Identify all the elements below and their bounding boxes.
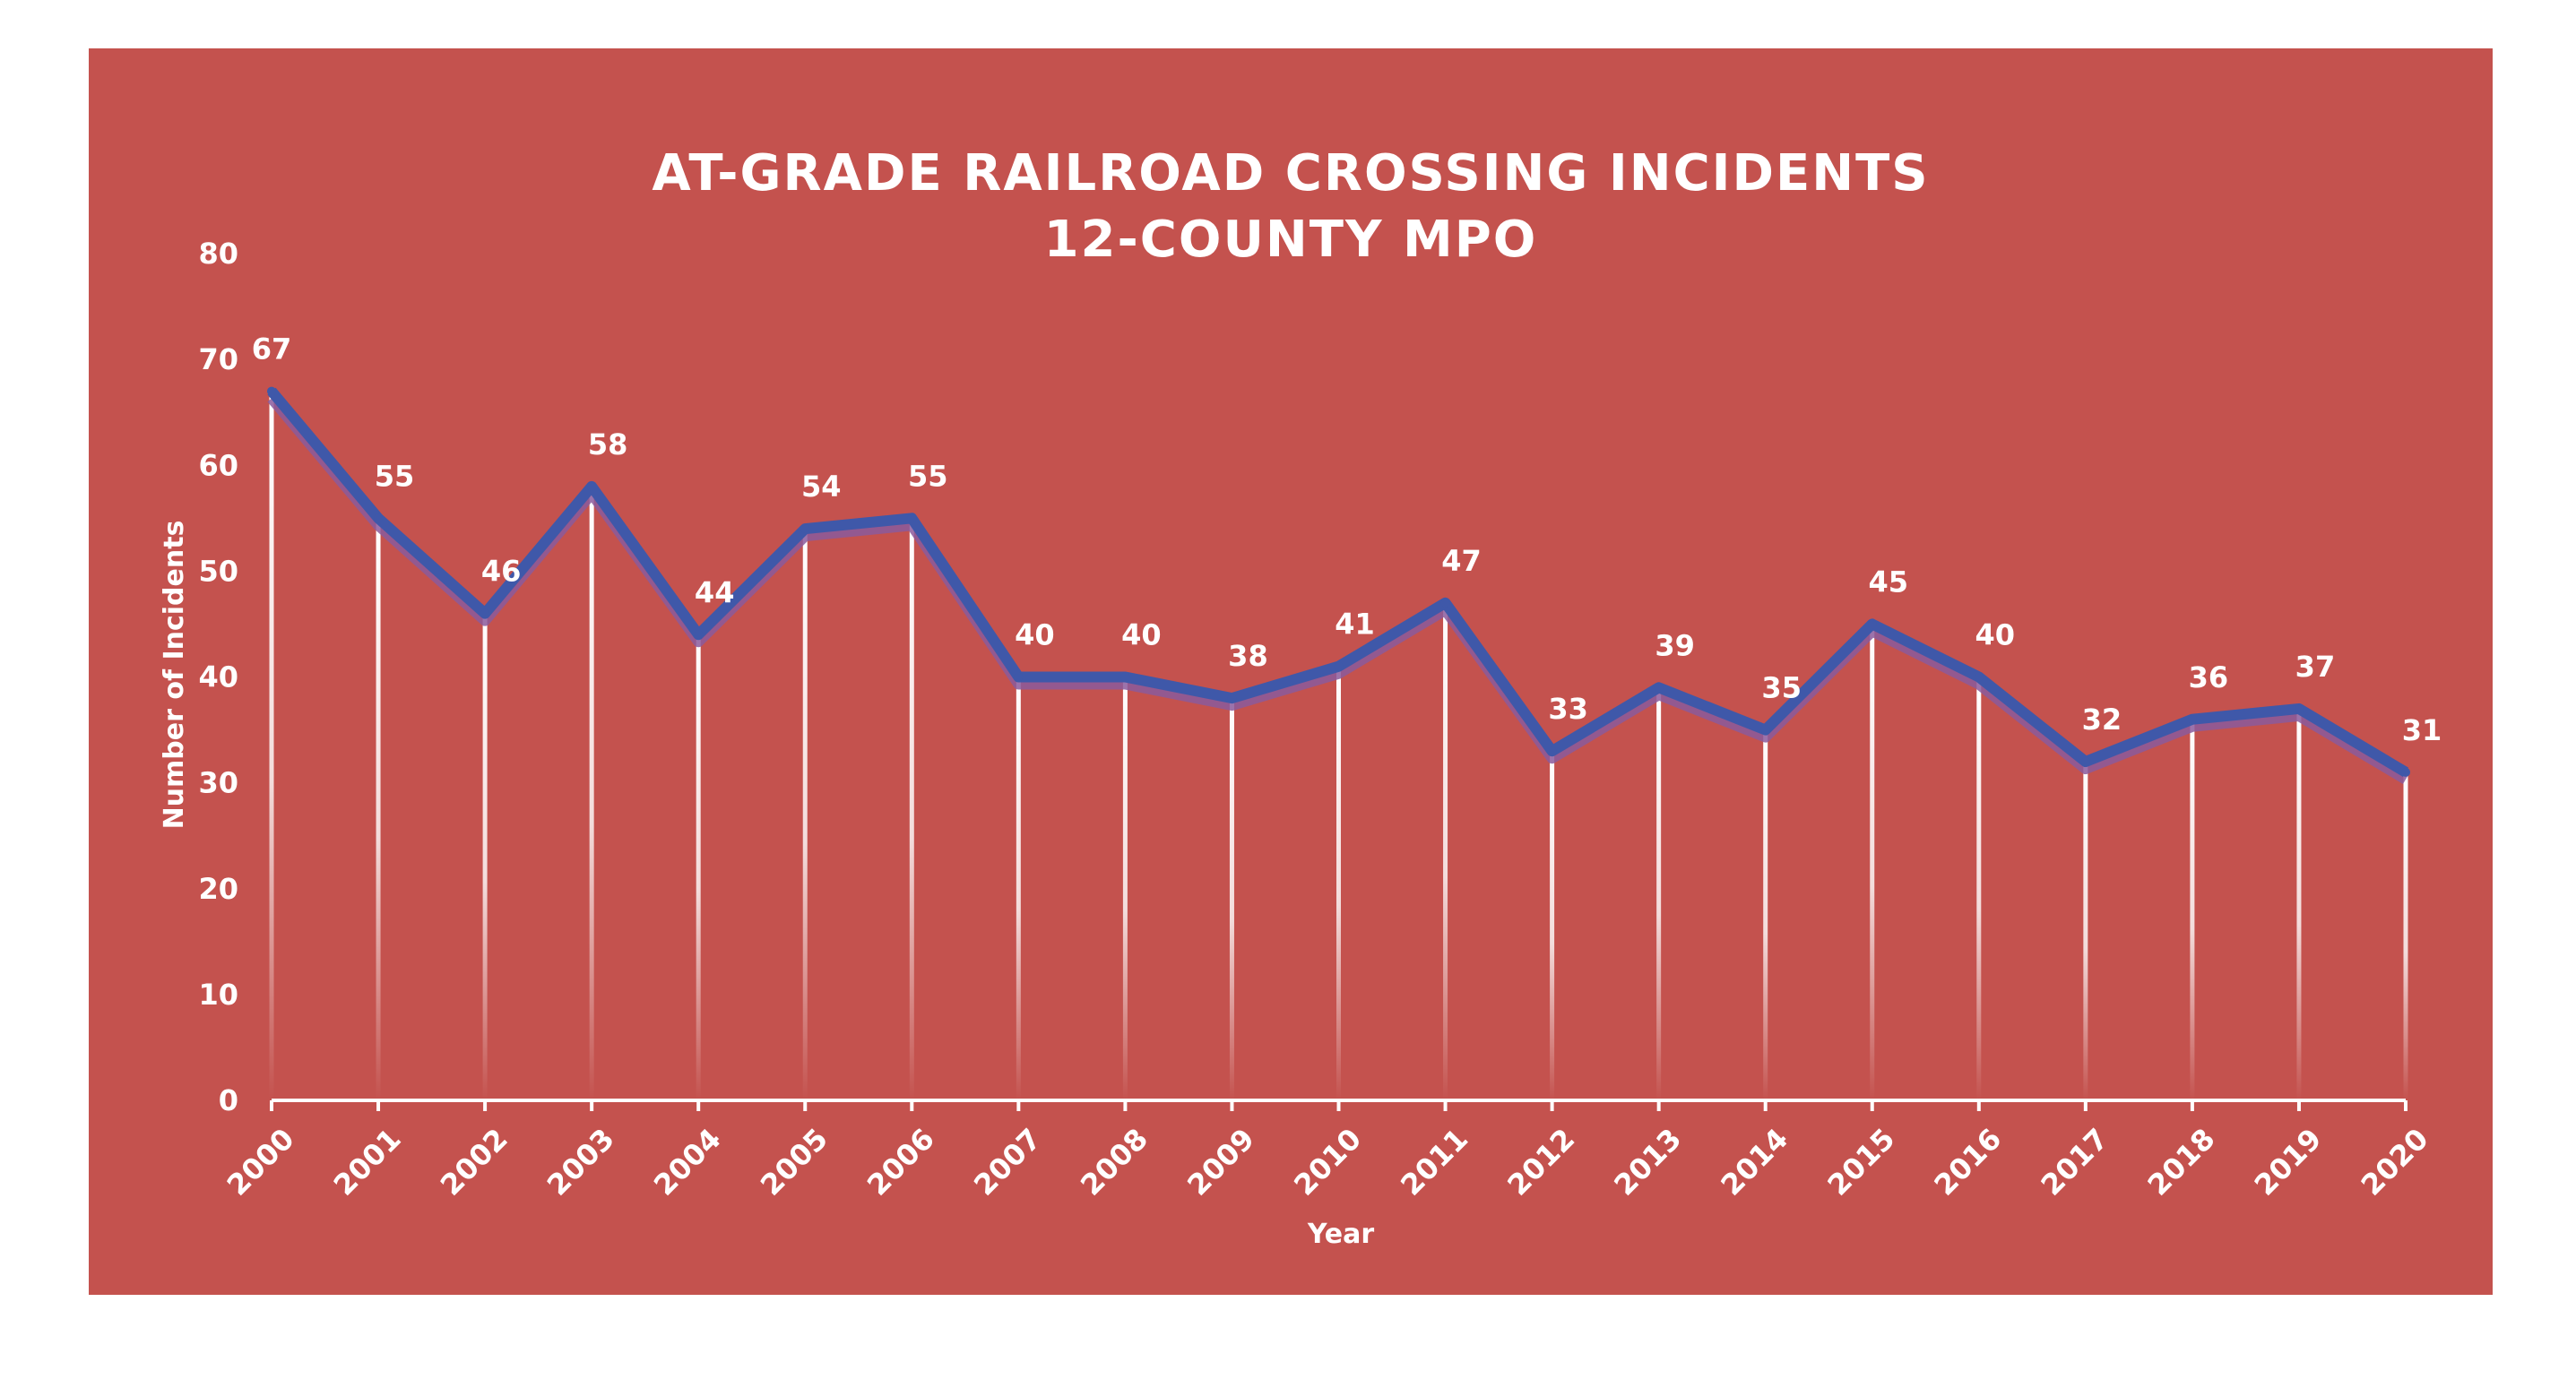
drop-line bbox=[1550, 751, 1555, 1100]
data-point bbox=[374, 513, 384, 523]
y-axis-label: Number of Incidents bbox=[159, 521, 190, 830]
chart-background bbox=[89, 48, 2493, 1295]
y-tick-label: 70 bbox=[198, 342, 238, 376]
x-axis-label: Year bbox=[1307, 1219, 1375, 1250]
drop-line bbox=[1336, 666, 1341, 1100]
drop-line bbox=[2083, 762, 2088, 1100]
y-tick-label: 0 bbox=[219, 1083, 238, 1117]
data-point bbox=[1547, 746, 1557, 756]
data-label: 41 bbox=[1335, 608, 1375, 642]
data-point bbox=[1974, 672, 1984, 682]
data-point bbox=[2401, 767, 2410, 777]
data-point bbox=[587, 481, 597, 491]
data-point bbox=[267, 386, 276, 396]
drop-line bbox=[2403, 772, 2408, 1100]
y-tick-label: 80 bbox=[198, 237, 238, 271]
data-point bbox=[1867, 619, 1877, 629]
data-label: 39 bbox=[1655, 628, 1695, 662]
data-label: 54 bbox=[801, 470, 842, 504]
drop-line bbox=[2190, 719, 2195, 1100]
drop-line bbox=[909, 518, 914, 1100]
y-tick-label: 60 bbox=[198, 448, 238, 482]
data-label: 46 bbox=[481, 555, 522, 589]
data-label: 45 bbox=[1868, 565, 1908, 599]
drop-line bbox=[2296, 708, 2302, 1100]
data-label: 55 bbox=[908, 459, 948, 493]
data-label: 58 bbox=[588, 427, 628, 461]
y-tick-label: 40 bbox=[198, 660, 238, 694]
drop-line bbox=[376, 518, 381, 1100]
data-label: 67 bbox=[252, 332, 292, 366]
data-label: 40 bbox=[1121, 618, 1162, 652]
data-point bbox=[800, 524, 810, 534]
data-point bbox=[1440, 598, 1450, 608]
data-label: 35 bbox=[1761, 671, 1802, 705]
drop-line bbox=[1443, 602, 1448, 1100]
data-label: 38 bbox=[1228, 639, 1268, 673]
chart-subtitle: 12-COUNTY MPO bbox=[1044, 211, 1538, 269]
data-point bbox=[1120, 672, 1130, 682]
y-tick-label: 30 bbox=[198, 766, 238, 800]
drop-line bbox=[1122, 677, 1128, 1100]
drop-line bbox=[1016, 677, 1021, 1100]
drop-line bbox=[1870, 624, 1875, 1100]
data-point bbox=[1760, 725, 1770, 735]
data-label: 33 bbox=[1548, 692, 1588, 726]
y-tick-label: 20 bbox=[198, 872, 238, 906]
drop-line bbox=[1976, 677, 1982, 1100]
drop-line bbox=[1763, 729, 1768, 1100]
y-tick-label: 10 bbox=[198, 978, 238, 1012]
data-label: 40 bbox=[1015, 618, 1055, 652]
data-label: 37 bbox=[2295, 650, 2336, 684]
drop-line bbox=[1656, 687, 1662, 1100]
data-label: 55 bbox=[375, 459, 415, 493]
drop-line bbox=[1229, 698, 1234, 1100]
data-point bbox=[480, 608, 490, 618]
data-point bbox=[1334, 661, 1344, 671]
data-point bbox=[1014, 672, 1024, 682]
data-label: 40 bbox=[1975, 618, 2016, 652]
data-point bbox=[2294, 703, 2304, 713]
data-point bbox=[2187, 714, 2197, 724]
data-label: 31 bbox=[2402, 713, 2442, 747]
y-tick-label: 50 bbox=[198, 554, 238, 588]
drop-line bbox=[802, 529, 808, 1100]
chart-title: AT-GRADE RAILROAD CROSSING INCIDENTS bbox=[652, 144, 1929, 203]
data-label: 32 bbox=[2082, 703, 2122, 737]
drop-line bbox=[589, 486, 594, 1100]
data-point bbox=[1227, 694, 1237, 703]
data-label: 44 bbox=[695, 575, 735, 609]
drop-line bbox=[482, 613, 488, 1100]
drop-line bbox=[269, 391, 274, 1100]
drop-line bbox=[696, 634, 701, 1100]
data-point bbox=[1654, 683, 1664, 693]
data-point bbox=[907, 513, 917, 523]
data-label: 47 bbox=[1441, 544, 1482, 578]
data-label: 36 bbox=[2189, 660, 2229, 694]
data-point bbox=[694, 630, 704, 640]
data-point bbox=[2080, 757, 2090, 766]
